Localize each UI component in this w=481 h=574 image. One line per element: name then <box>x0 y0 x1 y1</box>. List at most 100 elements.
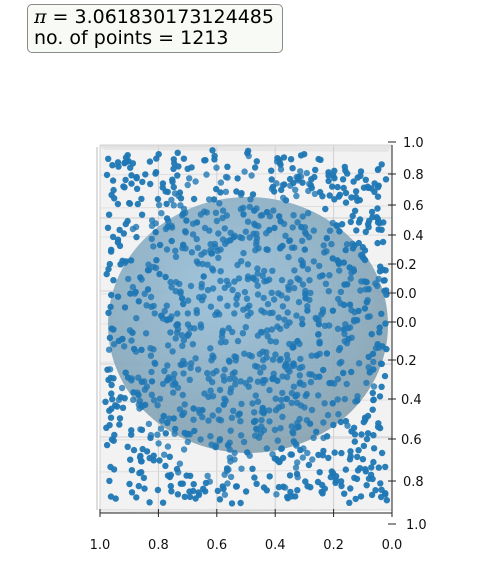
data-point <box>228 500 236 507</box>
data-point <box>173 322 180 329</box>
data-point <box>157 425 165 432</box>
data-point <box>269 356 277 363</box>
data-point <box>147 180 154 188</box>
data-point <box>288 244 296 251</box>
data-point <box>362 176 369 183</box>
data-point <box>207 433 214 440</box>
data-point <box>118 384 126 392</box>
data-point <box>152 264 160 272</box>
data-point <box>204 286 212 294</box>
data-point <box>214 487 221 495</box>
data-point <box>371 188 378 195</box>
data-point <box>231 449 238 457</box>
data-point <box>242 324 249 331</box>
data-point <box>224 442 232 449</box>
data-point <box>347 275 354 282</box>
data-point <box>279 389 286 397</box>
data-point <box>306 420 314 427</box>
data-point <box>279 413 286 420</box>
data-point <box>155 440 162 447</box>
data-point <box>104 366 111 373</box>
axes-lines <box>96 145 393 514</box>
data-point <box>340 259 347 266</box>
data-point <box>253 425 260 432</box>
data-point <box>370 366 377 373</box>
data-point <box>119 336 126 343</box>
data-point <box>219 327 226 334</box>
data-point <box>221 240 229 248</box>
data-point <box>124 443 131 450</box>
data-point <box>164 223 171 230</box>
data-point <box>282 362 290 369</box>
data-point <box>141 485 148 492</box>
data-point <box>197 436 204 443</box>
data-point <box>349 212 356 220</box>
data-point <box>369 406 376 413</box>
data-point <box>307 182 315 189</box>
data-point <box>138 426 146 434</box>
data-point <box>174 149 181 156</box>
data-point <box>152 170 159 177</box>
data-point <box>282 197 290 204</box>
data-point <box>334 183 341 191</box>
data-point <box>323 433 331 440</box>
data-point <box>159 380 167 388</box>
data-point <box>259 272 266 280</box>
data-point <box>229 370 236 378</box>
data-point <box>314 478 322 486</box>
data-point <box>263 487 270 494</box>
data-point <box>190 481 197 488</box>
data-point <box>368 330 375 338</box>
data-point <box>368 208 376 216</box>
data-point <box>108 381 115 389</box>
data-point <box>291 267 298 274</box>
data-point <box>361 278 368 285</box>
data-point <box>329 183 336 190</box>
data-point <box>225 324 232 332</box>
data-point <box>375 420 382 427</box>
data-point <box>254 378 262 385</box>
data-point <box>192 355 199 362</box>
data-point <box>263 445 270 452</box>
data-point <box>110 186 117 194</box>
data-point <box>229 286 236 294</box>
data-point <box>145 420 153 428</box>
data-point <box>320 419 327 426</box>
data-point <box>372 487 379 494</box>
data-point <box>102 398 109 405</box>
data-point <box>207 303 215 310</box>
data-point <box>162 462 169 470</box>
data-point <box>279 303 287 310</box>
data-point <box>164 377 171 384</box>
data-point <box>278 186 285 194</box>
data-point <box>198 284 205 291</box>
data-point <box>316 262 323 270</box>
data-point <box>275 314 282 321</box>
data-point <box>244 449 251 456</box>
data-point <box>148 391 155 398</box>
data-point <box>258 417 265 424</box>
data-point <box>381 372 389 380</box>
data-point <box>337 288 345 296</box>
data-point <box>290 343 297 351</box>
data-point <box>106 407 113 414</box>
right-tick-label: 0.6 <box>401 433 422 448</box>
data-point <box>274 377 281 384</box>
data-point <box>180 155 188 162</box>
data-point <box>305 234 313 241</box>
data-point <box>364 183 371 190</box>
data-point <box>122 369 129 376</box>
data-point <box>184 181 191 189</box>
data-point <box>219 207 227 214</box>
data-point <box>319 452 326 459</box>
data-point <box>117 261 124 268</box>
data-point <box>226 375 233 383</box>
data-point <box>249 465 256 472</box>
data-point <box>368 491 376 499</box>
data-point <box>279 454 287 462</box>
data-point <box>294 219 301 226</box>
data-point <box>346 301 354 308</box>
data-point <box>272 338 280 345</box>
data-point <box>294 487 301 494</box>
data-point <box>244 149 251 157</box>
